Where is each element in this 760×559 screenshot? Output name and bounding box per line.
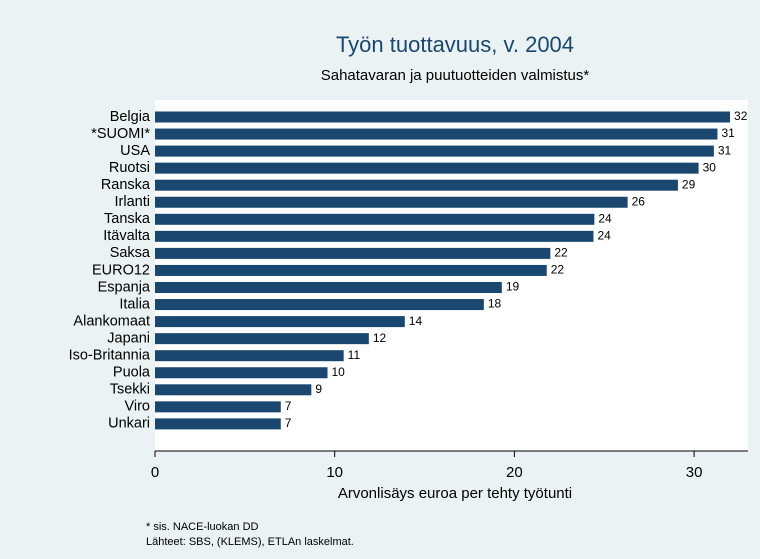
bar: [155, 418, 281, 430]
x-tick-label: 20: [506, 464, 523, 481]
y-tick-label: Alankomaat: [73, 313, 150, 329]
y-tick-label: Espanja: [98, 279, 151, 295]
bar: [155, 179, 678, 191]
y-tick-label: Ruotsi: [109, 160, 150, 176]
y-tick-label: Irlanti: [115, 194, 150, 210]
chart-subtitle: Sahatavaran ja puutuotteiden valmistus*: [321, 67, 590, 84]
bar: [155, 282, 502, 293]
value-label: 14: [409, 314, 423, 328]
bar: [155, 162, 699, 174]
value-label: 22: [551, 263, 565, 277]
bar: [155, 264, 547, 276]
bar: [155, 299, 484, 311]
x-axis-label: Arvonlisäys euroa per tehty työtunti: [338, 485, 572, 502]
value-label: 11: [348, 348, 361, 362]
y-tick-label: Japani: [107, 330, 150, 346]
y-tick-label: Italia: [119, 296, 151, 312]
value-label: 24: [597, 229, 611, 243]
y-tick-label: Tsekki: [110, 382, 150, 398]
y-tick-label: USA: [120, 143, 150, 159]
value-label: 32: [734, 109, 748, 123]
value-label: 7: [285, 399, 292, 413]
value-label: 10: [332, 365, 346, 379]
x-tick-label: 10: [326, 464, 343, 481]
y-tick-label: Ranska: [101, 177, 151, 193]
y-tick-label: Itävalta: [103, 228, 151, 244]
y-tick-label: Saksa: [110, 245, 151, 261]
value-label: 31: [718, 143, 732, 157]
value-label: 7: [285, 416, 292, 430]
y-tick-label: Viro: [124, 399, 150, 415]
value-label: 12: [373, 331, 387, 345]
value-label: 9: [315, 382, 322, 396]
y-tick-label: Unkari: [108, 416, 150, 432]
value-label: 31: [721, 126, 735, 140]
bar: [155, 196, 628, 208]
x-tick-label: 30: [686, 464, 703, 481]
value-label: 18: [488, 297, 502, 311]
bar: [155, 333, 369, 345]
y-tick-label: Puola: [113, 365, 151, 381]
bar: [155, 128, 718, 140]
y-tick-label: *SUOMI*: [91, 126, 150, 142]
bar: [155, 145, 714, 157]
y-tick-label: Tanska: [104, 211, 151, 227]
chart-title: Työn tuottavuus, v. 2004: [336, 32, 574, 57]
bar: [155, 401, 281, 413]
bar: [155, 213, 595, 225]
value-label: 19: [506, 280, 520, 294]
y-tick-label: Iso-Britannia: [69, 348, 151, 364]
value-label: 29: [682, 177, 696, 191]
y-tick-label: Belgia: [110, 109, 151, 125]
value-label: 30: [703, 160, 717, 174]
x-tick-label: 0: [151, 464, 159, 481]
bar: [155, 316, 405, 328]
note: * sis. NACE-luokan DD: [146, 521, 259, 533]
value-label: 24: [598, 211, 612, 225]
bar: [155, 247, 551, 259]
y-tick-label: EURO12: [92, 262, 150, 278]
bar: [155, 384, 312, 396]
value-label: 22: [554, 246, 568, 260]
bar: [155, 350, 344, 362]
bar: [155, 230, 594, 242]
bar: [155, 367, 328, 379]
note: Lähteet: SBS, (KLEMS), ETLAn laskelmat.: [146, 536, 354, 548]
bar: [155, 111, 731, 123]
value-label: 26: [632, 194, 646, 208]
